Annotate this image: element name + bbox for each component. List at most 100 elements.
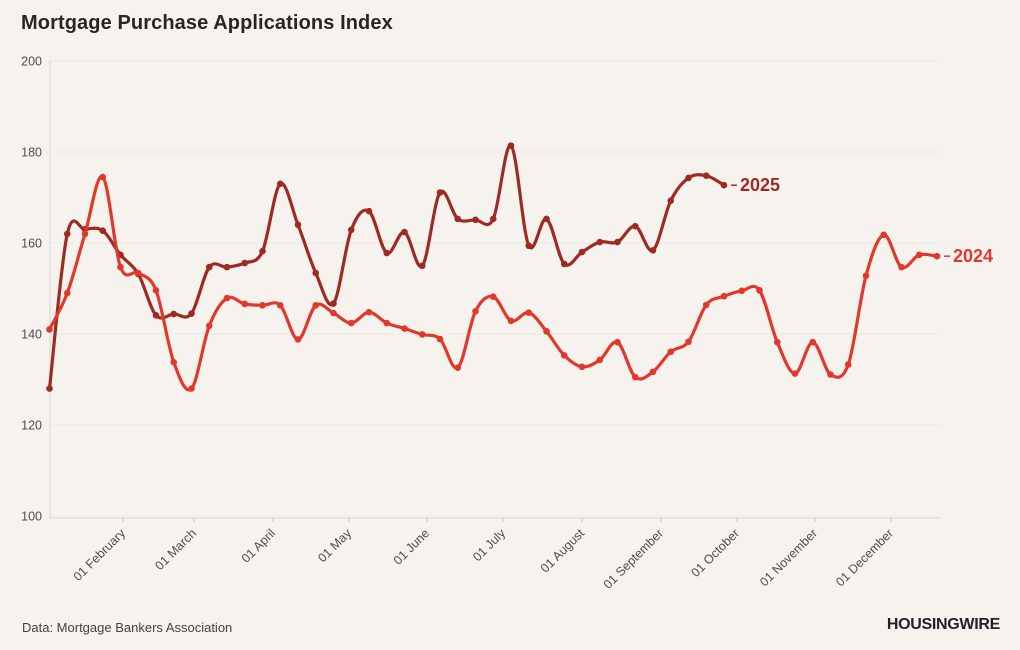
data-point-2024 [330, 309, 337, 317]
data-point-2025 [720, 181, 728, 189]
data-point-2024 [827, 371, 834, 378]
data-point-2025 [401, 228, 408, 236]
data-point-2025 [614, 238, 621, 246]
data-point-2025 [152, 312, 160, 319]
data-point-2024 [205, 322, 213, 330]
data-point-2024 [241, 300, 249, 308]
data-point-2024 [276, 302, 284, 309]
data-point-2025 [365, 207, 373, 215]
data-point-2025 [507, 142, 515, 149]
data-point-2025 [596, 238, 604, 246]
data-point-2024 [543, 327, 550, 335]
data-point-2024 [418, 331, 426, 338]
data-point-2025 [454, 215, 462, 223]
data-point-2024 [560, 352, 568, 359]
data-point-2024 [649, 368, 657, 376]
y-axis-label: 160 [21, 237, 42, 251]
data-point-2024 [170, 358, 178, 366]
data-point-2024 [614, 338, 621, 346]
data-point-2025 [525, 242, 533, 250]
data-point-2024 [631, 373, 639, 381]
x-axis-label: 01 April [239, 526, 278, 565]
data-point-2024 [685, 338, 692, 346]
data-point-2024 [667, 348, 675, 356]
chart-title: Mortgage Purchase Applications Index [21, 12, 393, 34]
data-point-2025 [241, 259, 249, 267]
data-point-2025 [330, 300, 337, 307]
x-axis-label: 01 November [757, 526, 820, 589]
x-axis-label: 01 August [538, 526, 588, 576]
data-point-2024 [596, 356, 604, 364]
data-point-2024 [63, 289, 71, 297]
data-point-2025 [205, 263, 213, 271]
data-point-2024 [898, 263, 905, 271]
data-point-2024 [472, 307, 479, 315]
data-point-2025 [259, 247, 266, 255]
data-point-2024 [862, 272, 870, 280]
data-point-2024 [152, 287, 160, 294]
data-point-2024 [809, 338, 817, 346]
data-point-2024 [46, 326, 53, 333]
x-axis-label: 01 July [470, 526, 508, 564]
data-point-2024 [507, 317, 515, 325]
data-point-2024 [436, 335, 444, 343]
data-point-2024 [312, 302, 320, 309]
x-axis-label: 01 September [601, 526, 666, 591]
series-line-2024 [47, 175, 939, 392]
data-point-2025 [489, 215, 497, 223]
y-axis-label: 100 [21, 510, 42, 524]
data-point-2025 [649, 246, 657, 254]
x-axis-label: 01 June [391, 526, 432, 567]
data-point-2024 [844, 361, 852, 368]
data-point-2024 [259, 302, 266, 309]
x-axis-label: 01 March [152, 526, 199, 573]
data-point-2024 [365, 308, 373, 316]
data-point-2025 [543, 215, 550, 223]
data-point-2025 [276, 180, 284, 188]
data-point-2024 [401, 325, 408, 332]
data-point-2024 [223, 294, 231, 302]
x-axis-label: 01 October [688, 526, 742, 580]
data-point-2024 [134, 269, 142, 277]
data-point-2024 [117, 263, 124, 271]
data-point-2024 [81, 230, 89, 238]
data-point-2025 [631, 222, 639, 230]
data-point-2024 [578, 363, 586, 371]
y-axis-label: 200 [21, 55, 42, 69]
series-label-2025: 2025 [740, 175, 780, 195]
data-point-2024 [188, 385, 195, 392]
data-point-2024 [702, 301, 710, 309]
data-point-2024 [933, 252, 941, 260]
data-point-2024 [880, 231, 888, 239]
source-note: Data: Mortgage Bankers Association [22, 620, 233, 635]
data-point-2025 [472, 216, 479, 224]
data-point-2025 [560, 260, 568, 268]
data-point-2024 [915, 251, 923, 259]
data-point-2025 [312, 269, 320, 277]
series-label-2024: 2024 [953, 246, 993, 266]
x-axis-label: 01 February [71, 526, 129, 584]
data-point-2024 [756, 287, 763, 294]
data-point-2025 [99, 227, 107, 235]
y-axis-label: 140 [21, 328, 42, 342]
data-point-2024 [791, 370, 799, 377]
data-point-2024 [294, 336, 302, 343]
data-point-2025 [223, 263, 231, 271]
data-point-2025 [418, 262, 426, 270]
data-point-2024 [99, 173, 107, 181]
y-axis-label: 120 [21, 419, 42, 433]
x-axis-label: 01 May [315, 526, 354, 565]
data-point-2025 [667, 197, 675, 204]
data-point-2025 [436, 189, 444, 196]
data-point-2025 [685, 174, 692, 182]
data-point-2024 [383, 319, 391, 327]
data-point-2025 [294, 221, 302, 229]
data-point-2025 [188, 310, 195, 317]
series-2025: 2025 [46, 142, 780, 392]
series-2024: 2024 [46, 173, 993, 392]
x-axis-label: 01 December [833, 526, 896, 589]
data-point-2024 [454, 364, 462, 371]
data-point-2024 [525, 309, 533, 316]
